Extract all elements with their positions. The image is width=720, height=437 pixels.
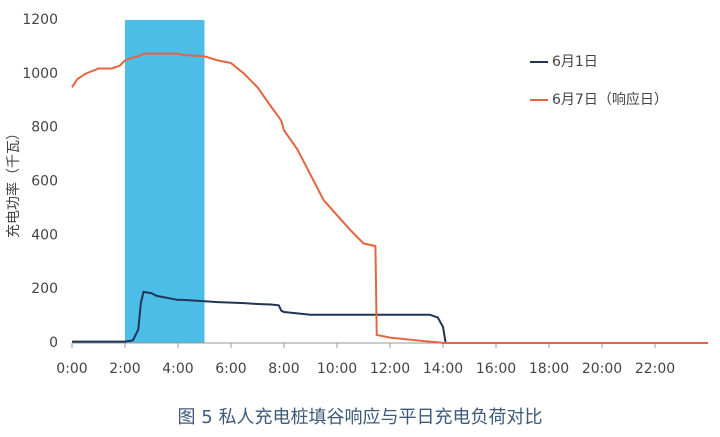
y-tick-label: 800 [31,120,58,136]
y-tick-label: 1200 [22,12,58,28]
x-tick-label: 2:00 [109,361,140,377]
legend-label: 6月1日 [552,54,598,70]
x-tick-label: 14:00 [423,361,463,377]
x-tick-label: 12:00 [370,361,410,377]
y-tick-label: 400 [31,227,58,243]
x-tick-label: 20:00 [582,361,622,377]
series-line [71,52,708,344]
x-tick-label: 6:00 [215,361,246,377]
x-tick-label: 22:00 [635,361,675,377]
y-tick-label: 1000 [22,66,58,82]
caption: 图 5 私人充电桩填谷响应与平日充电负荷对比 [178,407,543,428]
y-tick-label: 600 [31,174,58,190]
legend-label: 6月7日（响应日） [552,91,668,108]
series-line [72,290,708,344]
x-tick-label: 0:00 [56,361,87,377]
y-tick-label: 0 [49,335,58,351]
x-tick-label: 4:00 [162,361,193,377]
y-axis-label: 充电功率（千瓦） [5,126,22,238]
x-tick-label: 16:00 [476,361,516,377]
x-tick-label: 10:00 [317,361,357,377]
y-tick-label: 200 [31,281,58,297]
x-tick-label: 8:00 [268,361,299,377]
highlight-band [125,20,205,343]
x-tick-label: 18:00 [529,361,569,377]
